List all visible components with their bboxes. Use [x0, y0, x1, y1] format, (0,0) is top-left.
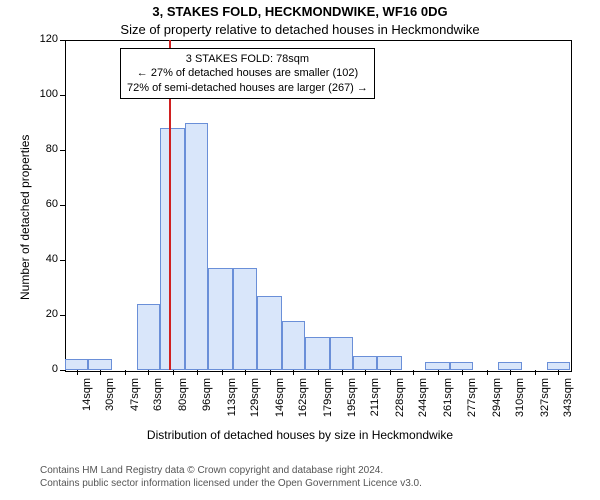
x-tick-mark: [558, 370, 559, 375]
y-tick-mark: [60, 260, 65, 261]
histogram-bar: [305, 337, 330, 370]
x-tick-label: 327sqm: [539, 378, 551, 422]
x-tick-mark: [390, 370, 391, 375]
x-tick-label: 63sqm: [152, 378, 164, 422]
footer-attribution: Contains HM Land Registry data © Crown c…: [40, 464, 422, 490]
x-tick-mark: [438, 370, 439, 375]
x-tick-label: 129sqm: [249, 378, 261, 422]
x-tick-label: 113sqm: [226, 378, 238, 422]
x-tick-mark: [318, 370, 319, 375]
x-tick-label: 261sqm: [442, 378, 454, 422]
histogram-bar: [160, 128, 185, 370]
y-tick-label: 100: [30, 88, 58, 100]
y-tick-label: 0: [30, 363, 58, 375]
x-tick-mark: [77, 370, 78, 375]
x-tick-mark: [100, 370, 101, 375]
chart-container: 3, STAKES FOLD, HECKMONDWIKE, WF16 0DG S…: [0, 0, 600, 500]
x-tick-mark: [487, 370, 488, 375]
annotation-box: 3 STAKES FOLD: 78sqm ← 27% of detached h…: [120, 48, 375, 99]
y-tick-mark: [60, 370, 65, 371]
x-tick-mark: [197, 370, 198, 375]
x-tick-label: 294sqm: [491, 378, 503, 422]
x-tick-mark: [245, 370, 246, 375]
histogram-bar: [65, 359, 88, 370]
x-tick-mark: [125, 370, 126, 375]
chart-subtitle: Size of property relative to detached ho…: [0, 22, 600, 37]
y-tick-label: 60: [30, 198, 58, 210]
x-tick-mark: [342, 370, 343, 375]
x-tick-mark: [173, 370, 174, 375]
x-tick-label: 195sqm: [346, 378, 358, 422]
x-tick-label: 146sqm: [274, 378, 286, 422]
y-tick-label: 40: [30, 253, 58, 265]
y-tick-label: 120: [30, 33, 58, 45]
histogram-bar: [233, 268, 256, 370]
x-tick-label: 96sqm: [201, 378, 213, 422]
histogram-bar: [498, 362, 521, 370]
histogram-bar: [88, 359, 111, 370]
x-tick-mark: [510, 370, 511, 375]
x-tick-label: 277sqm: [466, 378, 478, 422]
histogram-bar: [425, 362, 450, 370]
footer-line-1: Contains HM Land Registry data © Crown c…: [40, 464, 422, 477]
y-tick-mark: [60, 205, 65, 206]
histogram-bar: [377, 356, 402, 370]
x-tick-label: 47sqm: [129, 378, 141, 422]
histogram-bar: [282, 321, 305, 371]
histogram-bar: [450, 362, 473, 370]
x-tick-label: 80sqm: [177, 378, 189, 422]
x-tick-mark: [270, 370, 271, 375]
x-tick-mark: [535, 370, 536, 375]
x-tick-label: 244sqm: [417, 378, 429, 422]
x-tick-label: 343sqm: [562, 378, 574, 422]
y-tick-label: 20: [30, 308, 58, 320]
y-axis-label: Number of detached properties: [18, 135, 32, 300]
chart-title: 3, STAKES FOLD, HECKMONDWIKE, WF16 0DG: [0, 4, 600, 19]
x-tick-label: 179sqm: [322, 378, 334, 422]
x-tick-label: 211sqm: [369, 378, 381, 422]
histogram-bar: [547, 362, 570, 370]
histogram-bar: [330, 337, 353, 370]
x-axis-label: Distribution of detached houses by size …: [0, 428, 600, 442]
y-tick-mark: [60, 150, 65, 151]
annotation-line-3: 72% of semi-detached houses are larger (…: [127, 81, 368, 95]
y-tick-mark: [60, 95, 65, 96]
x-tick-mark: [365, 370, 366, 375]
x-tick-label: 162sqm: [297, 378, 309, 422]
y-tick-mark: [60, 40, 65, 41]
annotation-line-2: ← 27% of detached houses are smaller (10…: [127, 66, 368, 80]
annotation-line-1: 3 STAKES FOLD: 78sqm: [127, 52, 368, 66]
x-tick-mark: [413, 370, 414, 375]
histogram-bar: [185, 123, 208, 371]
x-tick-label: 14sqm: [81, 378, 93, 422]
y-tick-label: 80: [30, 143, 58, 155]
x-tick-mark: [222, 370, 223, 375]
histogram-bar: [353, 356, 376, 370]
y-tick-mark: [60, 315, 65, 316]
histogram-bar: [208, 268, 233, 370]
x-tick-mark: [148, 370, 149, 375]
histogram-bar: [137, 304, 160, 370]
footer-line-2: Contains public sector information licen…: [40, 477, 422, 490]
x-tick-label: 228sqm: [394, 378, 406, 422]
x-tick-label: 30sqm: [104, 378, 116, 422]
x-tick-mark: [462, 370, 463, 375]
histogram-bar: [257, 296, 282, 370]
x-tick-label: 310sqm: [514, 378, 526, 422]
x-tick-mark: [293, 370, 294, 375]
